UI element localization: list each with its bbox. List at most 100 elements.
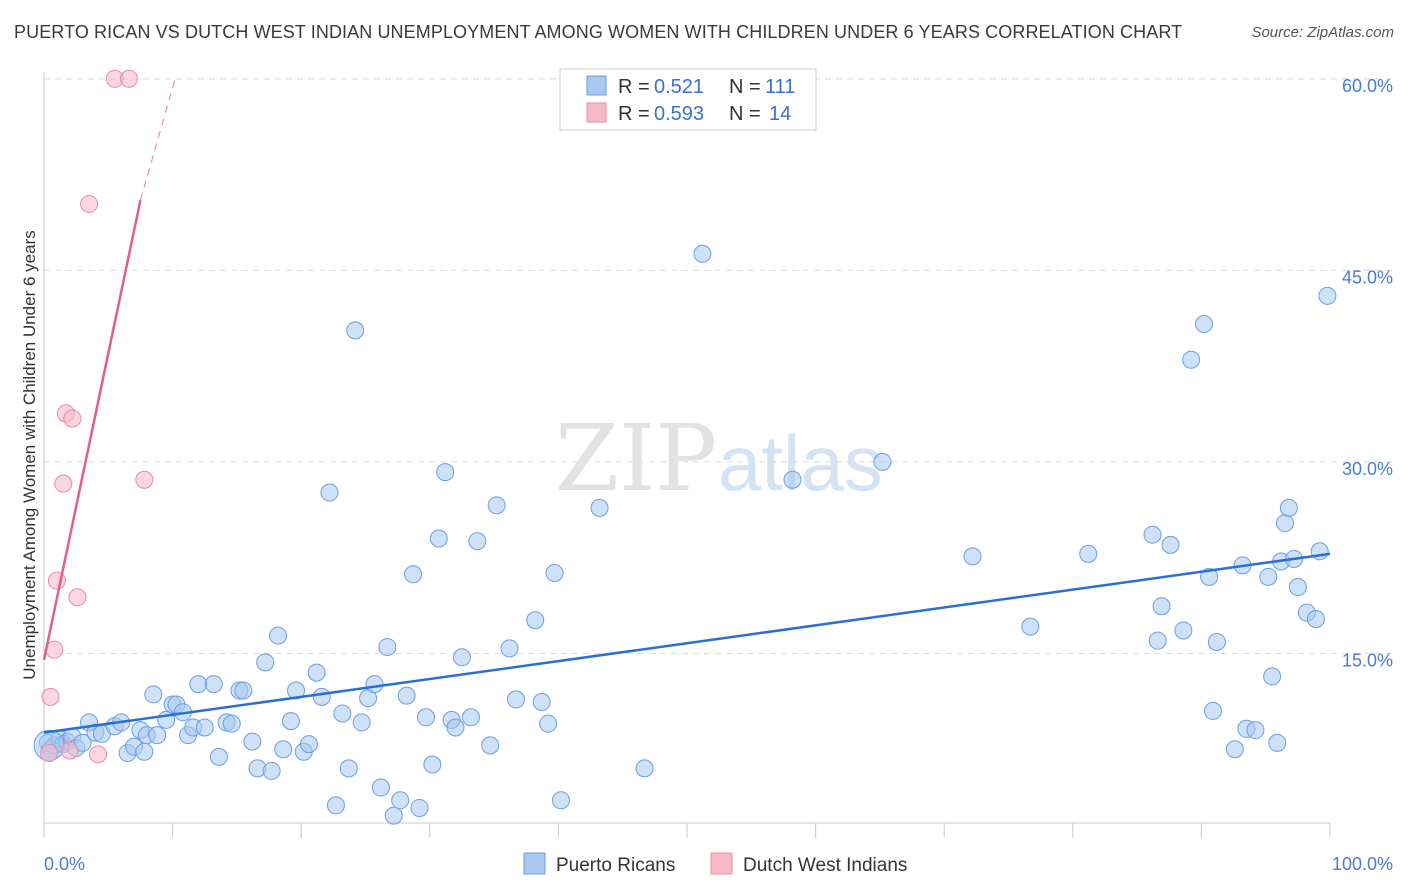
data-point-puerto-ricans xyxy=(281,712,300,731)
data-point-dutch-west-indians xyxy=(41,687,60,706)
data-point-puerto-ricans xyxy=(287,681,306,700)
stats-legend-n-value-1: 111 xyxy=(765,76,795,98)
y-tick-label: 45.0% xyxy=(1342,267,1393,287)
data-point-puerto-ricans xyxy=(468,532,487,551)
data-point-dutch-west-indians xyxy=(40,744,59,763)
stats-legend-r-value-2: 0.593 xyxy=(654,103,704,125)
chart-title: PUERTO RICAN VS DUTCH WEST INDIAN UNEMPL… xyxy=(14,22,1183,42)
data-point-dutch-west-indians xyxy=(89,745,108,764)
data-point-puerto-ricans xyxy=(1152,597,1171,616)
data-point-puerto-ricans xyxy=(1148,631,1167,650)
data-point-puerto-ricans xyxy=(1318,286,1337,305)
data-point-dutch-west-indians xyxy=(54,474,73,493)
trend-line-dutch-west-indians xyxy=(42,199,142,661)
x-ticks xyxy=(43,823,1331,838)
data-point-dutch-west-indians xyxy=(135,470,154,489)
data-point-puerto-ricans xyxy=(1246,721,1265,740)
data-point-dutch-west-indians xyxy=(119,69,138,88)
data-point-puerto-ricans xyxy=(461,708,480,727)
y-axis-label: Unemployment Among Women with Children U… xyxy=(20,230,39,679)
data-point-puerto-ricans xyxy=(320,483,339,502)
watermark: ZIP atlas xyxy=(555,405,883,512)
data-point-puerto-ricans xyxy=(1275,514,1294,533)
trend-lines xyxy=(42,78,1331,734)
x-tick-label-min: 0.0% xyxy=(44,854,85,874)
data-point-puerto-ricans xyxy=(204,675,223,694)
data-point-dutch-west-indians xyxy=(80,194,99,213)
data-point-puerto-ricans xyxy=(1194,314,1213,333)
data-point-puerto-ricans xyxy=(693,244,712,263)
data-point-puerto-ricans xyxy=(1306,609,1325,628)
series-dutch-west-indians xyxy=(40,69,154,764)
data-point-puerto-ricans xyxy=(384,806,403,825)
data-point-puerto-ricans xyxy=(1079,544,1098,563)
data-point-puerto-ricans xyxy=(590,498,609,517)
data-point-puerto-ricans xyxy=(365,675,384,694)
data-point-puerto-ricans xyxy=(135,742,154,761)
stats-legend: R = 0.521 N = 111 R = 0.593 N = 14 xyxy=(559,68,817,131)
data-point-puerto-ricans xyxy=(539,714,558,733)
data-point-puerto-ricans xyxy=(262,761,281,780)
data-point-puerto-ricans xyxy=(487,496,506,515)
data-point-puerto-ricans xyxy=(416,708,435,727)
series-legend-label-puerto-ricans: Puerto Ricans xyxy=(556,855,675,876)
data-point-puerto-ricans xyxy=(452,648,471,667)
data-point-puerto-ricans xyxy=(256,653,275,672)
data-point-puerto-ricans xyxy=(326,796,345,815)
data-point-puerto-ricans xyxy=(1288,578,1307,597)
data-point-puerto-ricans xyxy=(963,547,982,566)
stats-legend-r-label-2: R = xyxy=(618,103,650,125)
series-legend-swatch-dutch-west-indians xyxy=(710,852,733,875)
data-point-puerto-ricans xyxy=(307,663,326,682)
data-point-puerto-ricans xyxy=(352,713,371,732)
data-point-puerto-ricans xyxy=(339,759,358,778)
data-point-puerto-ricans xyxy=(1225,740,1244,759)
data-point-puerto-ricans xyxy=(371,778,390,797)
data-point-puerto-ricans xyxy=(391,791,410,810)
data-point-puerto-ricans xyxy=(243,732,262,751)
data-point-puerto-ricans xyxy=(1021,617,1040,636)
data-point-puerto-ricans xyxy=(378,638,397,657)
data-point-puerto-ricans xyxy=(1161,535,1180,554)
stats-legend-n-label-2: N = xyxy=(729,103,761,125)
data-point-puerto-ricans xyxy=(1268,733,1287,752)
data-point-puerto-ricans xyxy=(346,321,365,340)
data-point-puerto-ricans xyxy=(269,626,288,645)
watermark-zip: ZIP xyxy=(555,405,717,512)
data-point-puerto-ricans xyxy=(506,690,525,709)
y-tick-label: 15.0% xyxy=(1342,650,1393,670)
x-tick-label-max: 100.0% xyxy=(1332,854,1393,874)
data-point-puerto-ricans xyxy=(545,563,564,582)
data-point-puerto-ricans xyxy=(783,470,802,489)
trend-line-dutch-west-indians-extension xyxy=(139,78,176,201)
data-point-puerto-ricans xyxy=(1279,498,1298,517)
data-point-puerto-ricans xyxy=(397,686,416,705)
data-point-puerto-ricans xyxy=(436,463,455,482)
data-point-puerto-ricans xyxy=(404,565,423,584)
data-point-puerto-ricans xyxy=(1174,621,1193,640)
data-point-puerto-ricans xyxy=(481,736,500,755)
series-legend-label-dutch-west-indians: Dutch West Indians xyxy=(743,855,907,876)
stats-legend-n-value-2: 14 xyxy=(769,103,791,125)
data-point-puerto-ricans xyxy=(423,755,442,774)
data-point-puerto-ricans xyxy=(148,726,167,745)
data-point-puerto-ricans xyxy=(446,718,465,737)
data-point-puerto-ricans xyxy=(1207,632,1226,651)
data-point-puerto-ricans xyxy=(635,759,654,778)
data-point-puerto-ricans xyxy=(333,704,352,723)
stats-legend-n-label-1: N = xyxy=(729,76,761,98)
data-point-puerto-ricans xyxy=(195,718,214,737)
trend-line-puerto-ricans xyxy=(43,552,1331,734)
data-point-puerto-ricans xyxy=(1263,667,1282,686)
data-point-puerto-ricans xyxy=(429,529,448,548)
stats-legend-swatch-pink xyxy=(586,102,607,123)
y-tick-labels: 15.0% 30.0% 45.0% 60.0% xyxy=(1342,76,1393,671)
series-puerto-ricans xyxy=(33,244,1337,825)
data-point-puerto-ricans xyxy=(189,675,208,694)
data-point-puerto-ricans xyxy=(312,687,331,706)
data-point-puerto-ricans xyxy=(222,714,241,733)
series-legend-swatch-puerto-ricans xyxy=(523,852,546,875)
stats-legend-swatch-blue xyxy=(586,75,607,96)
stats-legend-r-value-1: 0.521 xyxy=(654,76,704,98)
